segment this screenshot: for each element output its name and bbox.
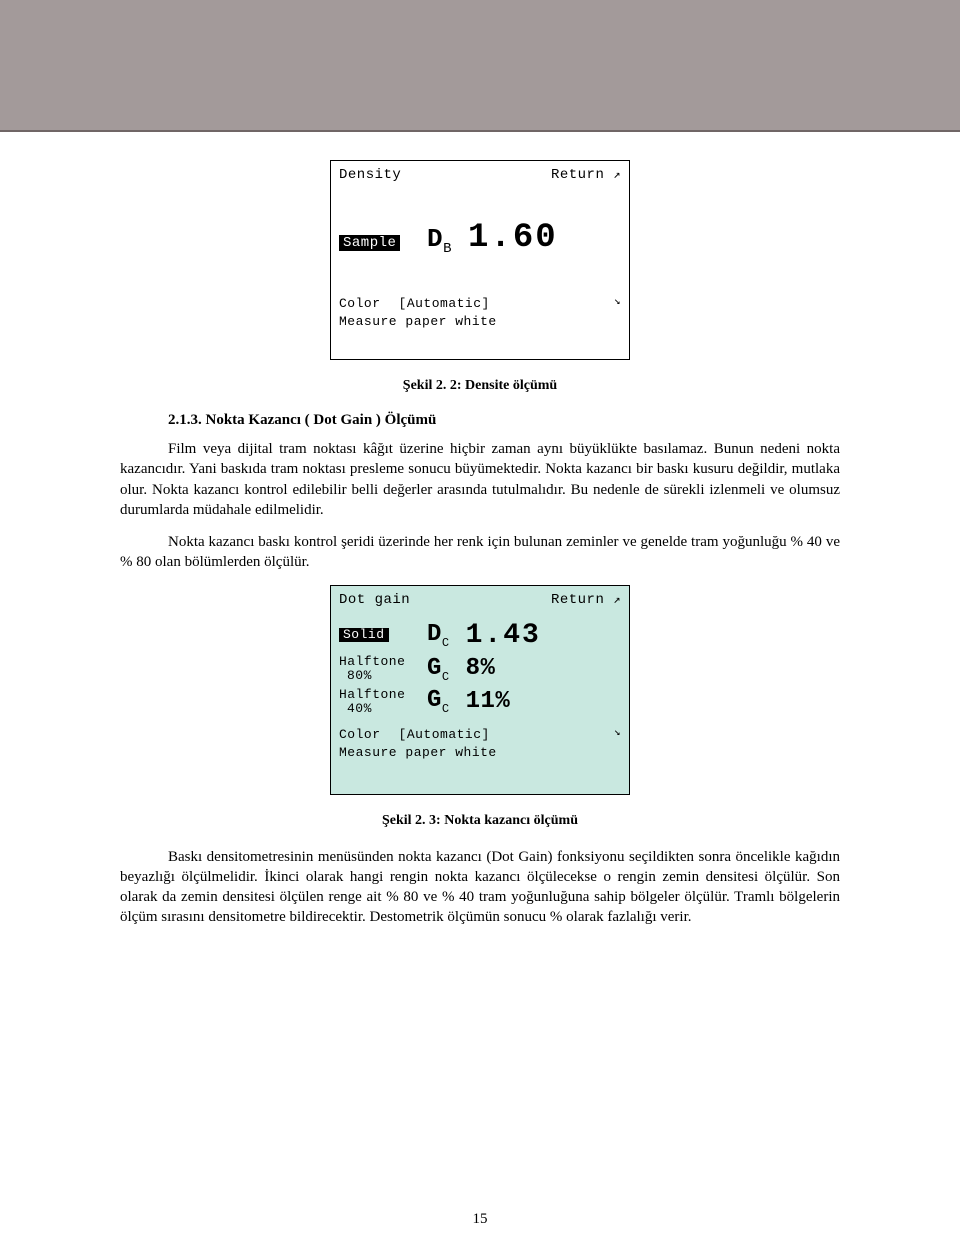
lcd2-half80-symbol: GC [427, 655, 450, 684]
lcd2-half40-value: 11% [466, 688, 511, 715]
section-heading: 2.1.3. Nokta Kazancı ( Dot Gain ) Ölçümü [168, 412, 840, 429]
lcd2-solid-sym-sub: C [442, 635, 450, 649]
lcd1-sample-text: Sample [339, 235, 400, 251]
lcd-screen-dotgain: Dot gain Return ↗ Solid DC 1.43 Halftone… [330, 585, 630, 795]
lcd2-half80-label: Halftone 80% [339, 655, 411, 682]
lcd1-measure-line: Measure paper white [339, 313, 621, 331]
lcd2-bottom: Color [Automatic] ↘ Measure paper white [331, 722, 629, 767]
lcd2-measure-line: Measure paper white [339, 744, 621, 762]
lcd1-color-value: [Automatic] [399, 295, 490, 313]
paragraph-1: Film veya dijital tram noktası kâğıt üze… [120, 439, 840, 520]
lcd2-half40-symbol: GC [427, 687, 450, 716]
lcd2-color-value: [Automatic] [399, 726, 490, 744]
header-bar [0, 0, 960, 130]
lcd2-half80-value: 8% [466, 655, 496, 682]
lcd2-return-label: Return [551, 592, 604, 608]
lcd2-half80-l1: Halftone [339, 654, 405, 669]
return-arrow-icon: ↗ [613, 593, 621, 607]
lcd2-half80-l2: 80% [339, 668, 372, 683]
paragraph-2: Nokta kazancı baskı kontrol şeridi üzeri… [120, 532, 840, 573]
lcd2-half40-sym-main: G [427, 687, 442, 714]
lcd2-title-right: Return ↗ [551, 592, 621, 608]
lcd1-main-row: Sample DB 1.60 [331, 209, 629, 267]
lcd2-color-label: Color [339, 726, 381, 744]
lcd2-half40-l2: 40% [339, 701, 372, 716]
lcd2-solid-value: 1.43 [466, 620, 541, 651]
lcd1-sample-label: Sample [339, 235, 411, 251]
dropdown-arrow-icon: ↘ [614, 295, 621, 313]
lcd2-color-line: Color [Automatic] ↘ [339, 726, 621, 744]
return-arrow-icon: ↗ [613, 168, 621, 182]
lcd1-color-line: Color [Automatic] ↘ [339, 295, 621, 313]
lcd2-half80-sym-sub: C [442, 669, 450, 683]
lcd1-top-row: Density Return ↗ [331, 161, 629, 187]
lcd2-half40-label: Halftone 40% [339, 688, 411, 715]
page-number: 15 [0, 1211, 960, 1228]
lcd1-symbol-sub: B [443, 241, 452, 257]
lcd2-half40-l1: Halftone [339, 687, 405, 702]
lcd2-half80-row: Halftone 80% GC 8% [331, 653, 629, 686]
lcd1-value: 1.60 [468, 219, 558, 257]
lcd1-bottom: Color [Automatic] ↘ Measure paper white [331, 291, 629, 336]
lcd1-title-left: Density [339, 167, 401, 183]
lcd2-solid-text: Solid [339, 628, 389, 642]
lcd2-solid-label: Solid [339, 628, 411, 642]
lcd1-symbol: DB [427, 224, 452, 257]
lcd2-solid-symbol: DC [427, 621, 450, 650]
paragraph-3: Baskı densitometresinin menüsünden nokta… [120, 847, 840, 928]
lcd-screen-density: Density Return ↗ Sample DB 1.60 Color [A… [330, 160, 630, 360]
lcd1-color-label: Color [339, 295, 381, 313]
lcd1-title-right: Return ↗ [551, 167, 621, 183]
lcd2-half80-sym-main: G [427, 655, 442, 682]
lcd2-solid-row: Solid DC 1.43 [331, 618, 629, 653]
lcd2-top-row: Dot gain Return ↗ [331, 586, 629, 612]
lcd2-title-left: Dot gain [339, 592, 410, 608]
lcd2-solid-sym-main: D [427, 621, 442, 648]
figure-caption-2: Şekil 2. 3: Nokta kazancı ölçümü [120, 813, 840, 829]
lcd1-symbol-main: D [427, 224, 443, 254]
lcd2-half40-sym-sub: C [442, 702, 450, 716]
figure-caption-1: Şekil 2. 2: Densite ölçümü [120, 378, 840, 394]
lcd1-return-label: Return [551, 167, 604, 183]
page-content: Density Return ↗ Sample DB 1.60 Color [A… [0, 130, 960, 928]
lcd2-half40-row: Halftone 40% GC 11% [331, 685, 629, 718]
dropdown-arrow-icon: ↘ [614, 726, 621, 744]
